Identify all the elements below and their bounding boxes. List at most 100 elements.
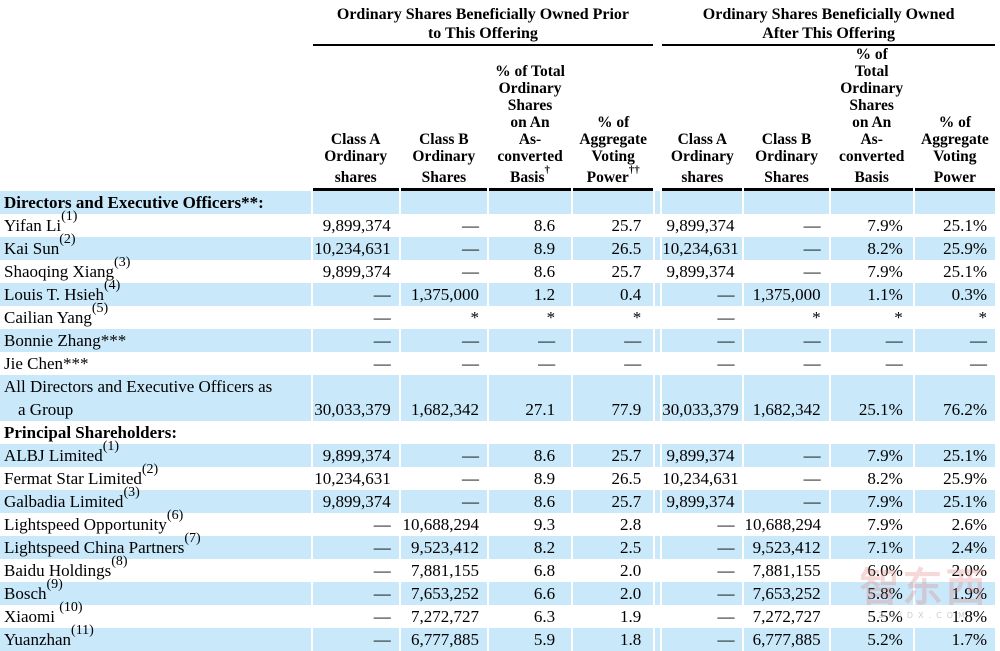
- value-cell: 30,033,379: [662, 375, 743, 422]
- shareholder-name: Jie Chen***: [4, 354, 89, 374]
- spacer-cell: [655, 214, 660, 237]
- column-label: % of Aggregate Voting Power: [579, 114, 648, 187]
- value-cell: 1,682,342: [744, 375, 829, 422]
- spacer-cell: [655, 559, 660, 582]
- table-row: All Directors and Executive Officers as a…: [0, 375, 995, 422]
- value-cell: 7,272,727: [752, 607, 821, 627]
- spacer-cell: [655, 421, 660, 444]
- value-cell: —: [717, 515, 735, 535]
- value-cell: 8.6: [533, 262, 556, 282]
- value-cell: 77.9: [573, 375, 654, 422]
- value-cell: 9,899,374: [666, 216, 735, 236]
- value-cell: —: [885, 354, 903, 374]
- footnote-reference: (1): [61, 208, 78, 224]
- value-cell: 6.6: [488, 582, 572, 606]
- spacer-cell: [655, 490, 661, 514]
- table-row: Directors and Executive Officers**:: [0, 191, 995, 215]
- value-cell: —: [373, 354, 391, 374]
- value-cell: 6.0%: [867, 561, 903, 581]
- value-cell: [489, 421, 571, 444]
- column-label: Class B Ordinary Shares: [755, 131, 818, 187]
- value-cell: 25.1%: [914, 444, 995, 468]
- spacer-cell: [655, 513, 660, 536]
- column-header-class-b-prior: Class B Ordinary Shares: [400, 46, 487, 192]
- value-cell: 1.8: [573, 628, 654, 651]
- value-cell: 9,899,374: [322, 262, 391, 282]
- value-cell: 2.5: [573, 536, 654, 560]
- value-cell: 7.9%: [867, 216, 903, 236]
- value-cell: 8.2: [488, 536, 572, 560]
- shareholder-name: Baidu Holdings(8): [4, 553, 128, 581]
- column-label: Class A Ordinary shares: [324, 131, 388, 187]
- column-header-pct-voting-prior: % of Aggregate Voting Power††: [573, 46, 654, 192]
- shareholder-name: Principal Shareholders:: [4, 423, 177, 443]
- value-cell: —: [914, 329, 995, 353]
- column-label: % of Aggregate Voting Power: [921, 114, 989, 187]
- value-cell: [914, 191, 995, 215]
- table-row: ALBJ Limited(1) 9,899,374—8.6 25.7 9,899,37…: [0, 439, 995, 468]
- value-cell: —: [662, 628, 743, 651]
- column-header-pct-voting-after: % of Aggregate Voting Power: [914, 46, 995, 192]
- value-cell: 76.2%: [914, 375, 995, 422]
- value-cell: 5.8%: [830, 582, 913, 606]
- value-cell: 10,234,631: [662, 237, 743, 261]
- footnote-reference: (7): [184, 530, 201, 546]
- value-cell: *: [894, 308, 903, 328]
- shareholder-name: Yifan Li(1): [4, 208, 78, 236]
- spacer-cell: [655, 605, 660, 628]
- value-cell: 5.9: [488, 628, 572, 651]
- shareholder-name: Bonnie Zhang***: [0, 329, 311, 353]
- value-cell: 6.3: [533, 607, 556, 627]
- shareholder-name: Galbadia Limited(3): [0, 485, 311, 514]
- value-cell: 7,272,727: [410, 607, 479, 627]
- value-cell: —: [970, 354, 987, 374]
- value-cell: —: [717, 308, 735, 328]
- value-cell: 10,688,294: [744, 515, 821, 535]
- group-header-prior-label: Ordinary Shares Beneficially Owned Prior…: [336, 6, 630, 42]
- value-cell: —: [312, 628, 399, 651]
- value-cell: —: [717, 561, 735, 581]
- value-cell: —: [488, 329, 572, 353]
- value-cell: —: [400, 444, 487, 468]
- value-cell: —: [461, 469, 479, 489]
- name-column-blank: [0, 46, 311, 191]
- value-cell: 1,375,000: [400, 283, 487, 307]
- column-spacer: [655, 46, 660, 191]
- value-cell: —: [373, 515, 391, 535]
- group-spacer: [655, 0, 660, 46]
- value-cell: [915, 421, 995, 444]
- value-cell: 1,682,342: [400, 375, 487, 422]
- name-column-header: [0, 0, 311, 46]
- value-cell: 26.5: [573, 237, 654, 261]
- value-cell: 8.6: [488, 490, 572, 514]
- spacer-cell: [655, 237, 661, 261]
- value-cell: —: [538, 354, 556, 374]
- value-cell: 25.7: [573, 490, 654, 514]
- dagger-note: †: [544, 164, 551, 176]
- shareholder-name: Fermat Star Limited(2): [4, 461, 159, 489]
- value-cell: 25.1%: [830, 375, 913, 422]
- group-header-prior-offering: Ordinary Shares Beneficially Owned Prior…: [312, 0, 654, 46]
- column-label: Class B Ordinary Shares: [412, 131, 476, 187]
- value-cell: 2.8: [620, 515, 642, 535]
- value-cell: 1,375,000: [744, 283, 829, 307]
- value-cell: *: [470, 308, 479, 328]
- footnote-reference: (2): [59, 231, 76, 247]
- footnote-reference: (10): [59, 599, 83, 615]
- value-cell: —: [461, 216, 479, 236]
- value-cell: —: [744, 444, 829, 468]
- value-cell: 8.9: [488, 237, 572, 261]
- shareholder-name: Lightspeed Opportunity(6): [4, 507, 184, 535]
- column-header-class-a-prior: Class A Ordinary shares: [312, 46, 399, 192]
- group-header-row: Ordinary Shares Beneficially Owned Prior…: [0, 0, 995, 46]
- value-cell: 8.6: [488, 444, 572, 468]
- value-cell: 1.7%: [914, 628, 995, 651]
- table-row: Yifan Li(1) 9,899,374 — 8.6 25.7 9,899,374 — 7.…: [0, 208, 995, 237]
- table-row: Fermat Star Limited(2) 10,234,631 — 8.9 26.5…: [0, 461, 995, 490]
- shareholder-name: Cailian Yang(5): [4, 300, 109, 328]
- value-cell: —: [461, 262, 479, 282]
- value-cell: [312, 191, 399, 215]
- value-cell: 0.4: [573, 283, 654, 307]
- spacer-cell: [655, 191, 661, 215]
